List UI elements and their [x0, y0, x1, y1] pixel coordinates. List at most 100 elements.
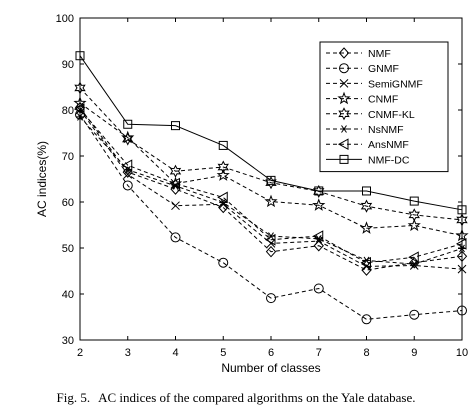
data-point-nmf-dc — [409, 196, 419, 206]
x-tick-label: 5 — [220, 347, 226, 359]
data-point-cnmf-kl — [74, 81, 86, 95]
legend-marker-nmf-dc — [339, 154, 349, 164]
x-tick-label: 2 — [77, 347, 83, 359]
x-tick-label: 6 — [268, 347, 274, 359]
legend-label-nmf: NMF — [368, 48, 391, 60]
series-cnmf-kl — [74, 81, 468, 227]
series-line-ansnmf — [79, 108, 463, 264]
data-point-ansnmf — [264, 233, 276, 246]
data-point-ansnmf — [169, 177, 180, 190]
data-point-gnmf — [266, 293, 276, 304]
data-point-ansnmf — [312, 230, 324, 242]
data-point-nsnmf — [76, 113, 84, 121]
x-tick-label: 9 — [411, 347, 417, 359]
data-point-gnmf — [361, 314, 372, 325]
x-tick-label: 8 — [363, 347, 369, 359]
x-tick-label: 10 — [456, 347, 468, 359]
data-point-nmf-dc — [457, 205, 467, 215]
legend-marker-semignmf — [339, 79, 349, 88]
data-point-nmf-dc — [171, 121, 180, 131]
data-point-semignmf — [171, 201, 180, 211]
data-point-nmf-dc — [75, 51, 85, 61]
legend-label-semignmf: SemiGNMF — [368, 78, 423, 90]
series-line-gnmf — [79, 114, 463, 320]
data-point-nsnmf — [219, 198, 228, 207]
data-point-cnmf-kl — [408, 208, 420, 222]
legend-label-gnmf: GNMF — [368, 63, 399, 75]
caption-label: Fig. 5. — [56, 390, 91, 405]
legend-label-ansnmf: AnsNMF — [368, 139, 409, 151]
data-point-semignmf — [123, 170, 133, 179]
legend-label-cnmf: CNMF — [368, 94, 398, 106]
data-point-cnmf — [73, 96, 87, 109]
data-point-ansnmf — [217, 191, 228, 204]
y-tick-label: 40 — [62, 289, 74, 301]
x-axis-label: Number of classes — [221, 361, 320, 375]
series-line-nmf-dc — [79, 55, 463, 211]
data-point-gnmf — [313, 283, 324, 294]
data-point-nmf — [409, 256, 420, 269]
data-point-ansnmf — [455, 238, 467, 250]
data-point-cnmf — [359, 221, 374, 234]
data-point-nmf-dc — [362, 186, 371, 196]
x-tick-label: 3 — [125, 347, 131, 359]
y-tick-label: 60 — [62, 197, 74, 209]
legend-marker-cnmf-kl — [338, 107, 350, 121]
y-tick-label: 90 — [62, 59, 74, 71]
data-point-nmf — [122, 166, 133, 178]
x-tick-label: 4 — [172, 347, 178, 359]
data-point-cnmf-kl — [265, 176, 277, 190]
legend-marker-cnmf — [337, 91, 351, 105]
series-ansnmf — [73, 103, 467, 269]
x-tick-label: 7 — [316, 347, 322, 359]
legend-label-cnmf-kl: CNMF-KL — [368, 109, 415, 121]
data-point-nmf — [361, 264, 372, 276]
legend: NMF GNMF SemiGNMF CNMF CNMF-KL NsNMF AnsNMF NMF… — [319, 41, 449, 173]
caption-text: AC indices of the compared algorithms on… — [98, 390, 416, 405]
y-tick-label: 100 — [56, 13, 74, 25]
data-point-cnmf-kl — [217, 160, 229, 174]
data-point-cnmf — [264, 194, 278, 208]
data-point-cnmf — [216, 168, 230, 181]
data-point-ansnmf — [73, 103, 85, 115]
data-point-cnmf — [312, 198, 326, 211]
axis-ticks: 2 3 4 5 6 7 8 9 10 30 40 50 60 70 80 90 100 — [56, 13, 468, 359]
data-point-nsnmf — [410, 260, 419, 268]
series-line-cnmf — [79, 102, 463, 237]
data-point-ansnmf — [408, 251, 419, 264]
series-line-cnmf-kl — [79, 87, 463, 221]
y-axis-label: AC indices(%) — [35, 141, 49, 217]
y-tick-label: 70 — [62, 151, 74, 163]
data-point-nmf-dc — [314, 186, 324, 196]
legend-box — [319, 41, 449, 173]
series-nmf-dc — [75, 51, 467, 215]
data-point-gnmf — [409, 309, 420, 320]
data-point-gnmf — [122, 180, 133, 191]
data-point-gnmf — [170, 232, 181, 243]
data-point-nmf-dc — [218, 140, 228, 150]
data-point-nmf — [218, 201, 229, 214]
legend-marker-nmf — [338, 47, 350, 59]
data-point-cnmf-kl — [169, 164, 182, 178]
data-point-nmf — [456, 250, 468, 263]
y-tick-label: 80 — [62, 105, 74, 117]
data-point-nmf — [265, 245, 277, 258]
data-point-nmf-dc — [123, 119, 133, 129]
figure-caption: Fig. 5. AC indices of the compared algori… — [0, 390, 472, 406]
y-tick-label: 30 — [62, 335, 74, 347]
data-point-gnmf — [457, 305, 467, 316]
legend-label-nsnmf: NsNMF — [368, 124, 404, 136]
legend-marker-gnmf — [339, 63, 349, 74]
legend-marker-ansnmf — [337, 138, 349, 151]
y-tick-label: 50 — [62, 243, 74, 255]
data-point-ansnmf — [121, 159, 133, 172]
data-point-nmf-dc — [266, 175, 276, 185]
data-point-cnmf-kl — [313, 184, 325, 199]
series-layer — [73, 51, 469, 325]
data-point-semignmf — [457, 264, 467, 274]
data-point-cnmf-kl — [456, 213, 468, 227]
data-point-cnmf-kl — [360, 199, 373, 213]
series-line-nmf — [79, 107, 463, 271]
data-point-gnmf — [218, 257, 229, 268]
